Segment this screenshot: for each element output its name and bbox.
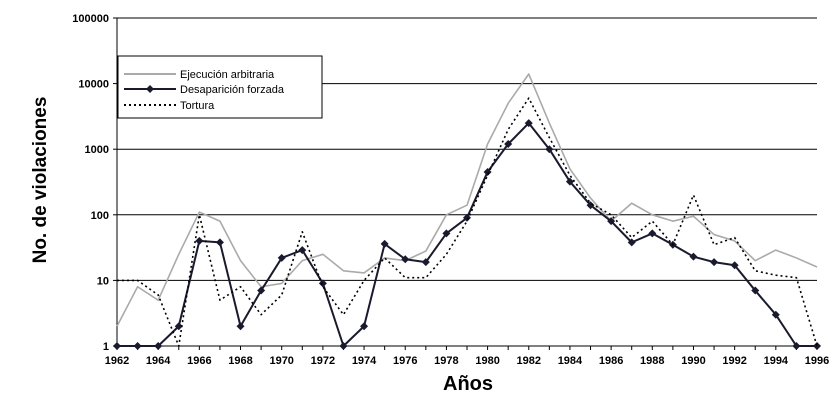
data-point-marker [545, 145, 554, 154]
x-tick-label: 1992 [722, 355, 746, 367]
x-tick-label: 1994 [764, 355, 789, 367]
y-tick-label: 10000 [78, 79, 109, 91]
x-tick-label: 1968 [228, 355, 252, 367]
y-tick-label: 100 [91, 210, 109, 222]
data-point-marker [524, 119, 533, 128]
data-point-marker [298, 246, 307, 255]
data-point-marker [586, 201, 595, 210]
data-point-marker [730, 261, 739, 270]
data-point-marker [442, 229, 451, 238]
data-point-marker [689, 252, 698, 261]
data-point-marker [339, 342, 348, 350]
data-point-marker [195, 236, 204, 245]
x-tick-label: 1986 [599, 355, 623, 367]
x-tick-label: 1974 [352, 355, 377, 367]
axes [113, 17, 818, 350]
data-point-marker [318, 279, 327, 288]
x-tick-label: 1984 [558, 355, 583, 367]
tick-labels: 1 10 100 1000 10000 100000 1962 1964 1966 1968 197… [72, 13, 829, 367]
data-point-marker [380, 239, 389, 248]
legend-item-desaparicion: Desaparición forzada [124, 84, 285, 96]
x-tick-label: 1980 [475, 355, 499, 367]
series-group [113, 73, 821, 350]
data-point-marker [648, 229, 657, 238]
data-point-marker [813, 342, 821, 350]
data-point-marker [215, 238, 224, 247]
x-tick-label: 1976 [393, 355, 417, 367]
legend: Ejecución arbitraria Desaparición forzad… [117, 55, 323, 119]
legend-marker-desaparicion [146, 85, 154, 93]
x-tick-label: 1990 [681, 355, 705, 367]
x-tick-label: 1962 [105, 355, 129, 367]
data-point-marker [113, 342, 121, 350]
data-point-marker [565, 177, 574, 186]
data-point-marker [504, 140, 513, 149]
data-point-marker [463, 213, 471, 222]
data-point-marker [257, 286, 266, 295]
x-tick-label: 1996 [805, 355, 829, 367]
data-point-marker [607, 217, 616, 226]
data-point-marker [421, 258, 430, 267]
x-tick-label: 1964 [146, 355, 171, 367]
x-tick-label: 1982 [517, 355, 541, 367]
legend-label-ejecucion: Ejecución arbitraria [180, 69, 275, 81]
legend-label-desaparicion: Desaparición forzada [180, 84, 285, 96]
data-point-marker [627, 238, 636, 247]
series-line-0 [116, 73, 818, 327]
legend-item-ejecucion: Ejecución arbitraria [124, 69, 275, 81]
x-tick-label: 1966 [187, 355, 211, 367]
data-point-marker [483, 167, 492, 176]
x-tick-label: 1970 [269, 355, 293, 367]
series-line-2 [117, 97, 818, 347]
data-point-marker [710, 258, 719, 267]
legend-item-tortura: Tortura [124, 100, 215, 112]
data-point-marker [751, 286, 760, 295]
data-point-marker [154, 342, 163, 350]
x-axis-title: Años [443, 373, 493, 395]
legend-label-tortura: Tortura [180, 100, 215, 112]
series-line-1 [117, 122, 817, 347]
y-tick-label: 1000 [85, 144, 109, 156]
y-tick-label: 1 [103, 341, 109, 353]
data-point-marker [236, 322, 245, 331]
data-point-marker [792, 342, 801, 350]
data-point-marker [360, 322, 369, 331]
data-point-marker [277, 253, 286, 262]
data-point-marker [174, 322, 183, 331]
y-tick-label: 10 [97, 275, 109, 287]
x-tick-label: 1988 [640, 355, 664, 367]
x-tick-label: 1972 [311, 355, 335, 367]
x-tick-label: 1978 [434, 355, 458, 367]
data-point-marker [133, 342, 142, 350]
data-point-marker [401, 255, 410, 264]
y-axis-title: No. de violaciones [30, 97, 51, 264]
y-tick-label: 100000 [72, 13, 109, 25]
data-point-marker [771, 310, 780, 319]
